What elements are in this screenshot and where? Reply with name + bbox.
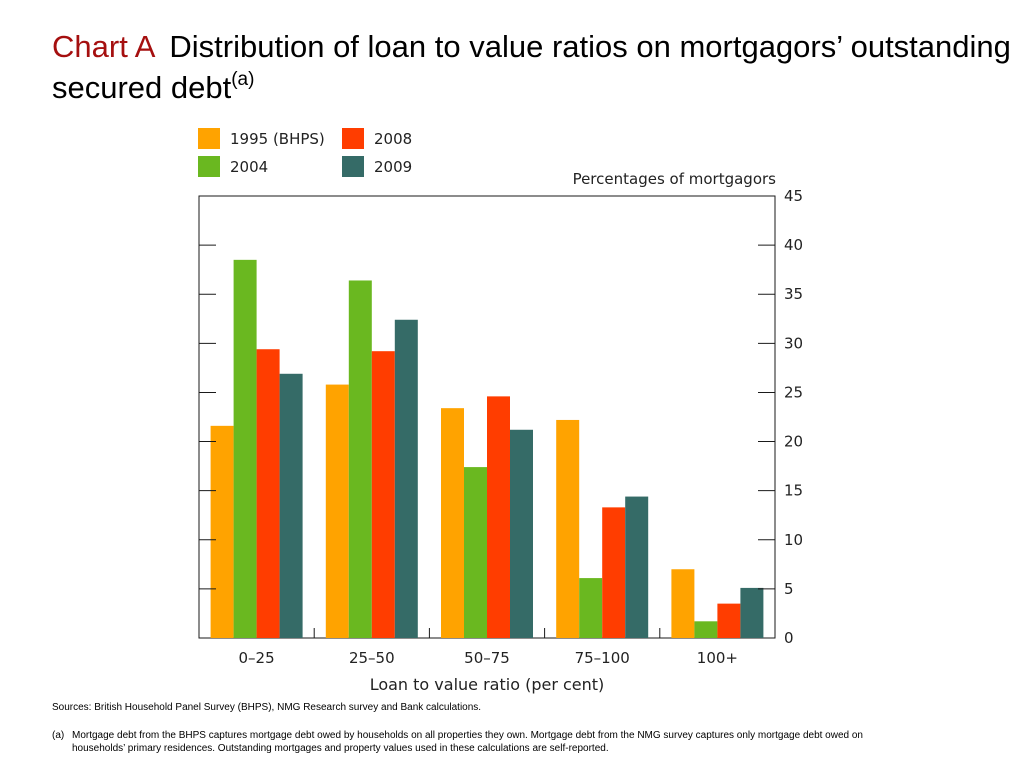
legend-label: 2009 (374, 158, 412, 176)
y-tick-label: 0 (784, 629, 794, 647)
legend-label: 2004 (230, 158, 268, 176)
bar-2008-1 (371, 351, 395, 638)
chart-label: Chart A (52, 29, 156, 64)
x-tick-label: 25–50 (349, 649, 395, 667)
bar-1995-bhps--1 (325, 384, 349, 638)
legend-item: 2004 (198, 156, 268, 177)
y-tick-label: 5 (784, 580, 794, 598)
bars (210, 259, 764, 638)
x-axis: 0–25 25–50 50–75 75–100 100+ (239, 628, 738, 667)
bar-2004-0 (233, 259, 257, 638)
bar-2009-4 (740, 587, 764, 638)
bar-1995-bhps--2 (441, 408, 464, 638)
legend: 1995 (BHPS) 2004 2008 2009 (198, 128, 412, 177)
y-axis: 0 5 10 15 20 25 30 35 40 45 (199, 187, 803, 647)
legend-label: 1995 (BHPS) (230, 130, 325, 148)
bar-2004-2 (464, 467, 487, 638)
x-tick-label: 100+ (697, 649, 738, 667)
y-axis-label: Percentages of mortgagors (573, 170, 777, 188)
y-tick-label: 35 (784, 285, 803, 303)
x-tick-label: 50–75 (464, 649, 510, 667)
y-tick-label: 30 (784, 334, 803, 352)
footnote-marker: (a) (52, 730, 65, 741)
legend-swatch (342, 156, 364, 177)
bar-2004-3 (579, 578, 603, 638)
bar-2004-1 (348, 280, 372, 638)
x-tick-label: 75–100 (575, 649, 630, 667)
bar-2008-3 (602, 507, 626, 638)
legend-item: 2009 (342, 156, 412, 177)
legend-item: 2008 (342, 128, 412, 149)
legend-item: 1995 (BHPS) (198, 128, 325, 149)
legend-label: 2008 (374, 130, 412, 148)
bar-2009-1 (394, 319, 418, 638)
y-tick-label: 40 (784, 236, 803, 254)
footnote-line-1: Mortgage debt from the BHPS captures mor… (72, 730, 863, 741)
bar-1995-bhps--4 (671, 569, 695, 638)
bar-2008-4 (717, 603, 741, 638)
legend-swatch (198, 156, 220, 177)
bar-2009-3 (625, 496, 649, 638)
bar-2009-2 (510, 429, 533, 638)
chart-title-text: Distribution of loan to value ratios on … (52, 29, 1011, 105)
y-tick-label: 15 (784, 482, 803, 500)
title-footnote-marker: (a) (231, 69, 255, 90)
plot-area: 0–25 25–50 50–75 75–100 100+ 0 5 10 15 20 25 30 35 4… (198, 187, 803, 667)
x-axis-label: Loan to value ratio (per cent) (370, 675, 605, 694)
footnote-line-2: households’ primary residences. Outstand… (72, 743, 609, 754)
bar-2008-2 (487, 396, 510, 638)
y-tick-label: 20 (784, 433, 803, 451)
bar-2004-4 (694, 621, 718, 638)
bar-2008-0 (256, 349, 280, 638)
y-tick-label: 45 (784, 187, 803, 205)
bar-1995-bhps--3 (556, 419, 580, 638)
bar-chart: 1995 (BHPS) 2004 2008 2009 0–25 25–50 50–75 75… (198, 128, 803, 694)
legend-swatch (198, 128, 220, 149)
legend-swatch (342, 128, 364, 149)
y-tick-label: 25 (784, 383, 803, 401)
bar-2009-0 (279, 373, 303, 638)
footnote: (a) Mortgage debt from the BHPS captures … (52, 729, 1002, 755)
sources-note: Sources: British Household Panel Survey … (52, 702, 482, 713)
x-tick-label: 0–25 (239, 649, 275, 667)
bar-1995-bhps--0 (210, 425, 234, 638)
chart-title: Chart A Distribution of loan to value rat… (52, 26, 1012, 108)
y-tick-label: 10 (784, 531, 803, 549)
